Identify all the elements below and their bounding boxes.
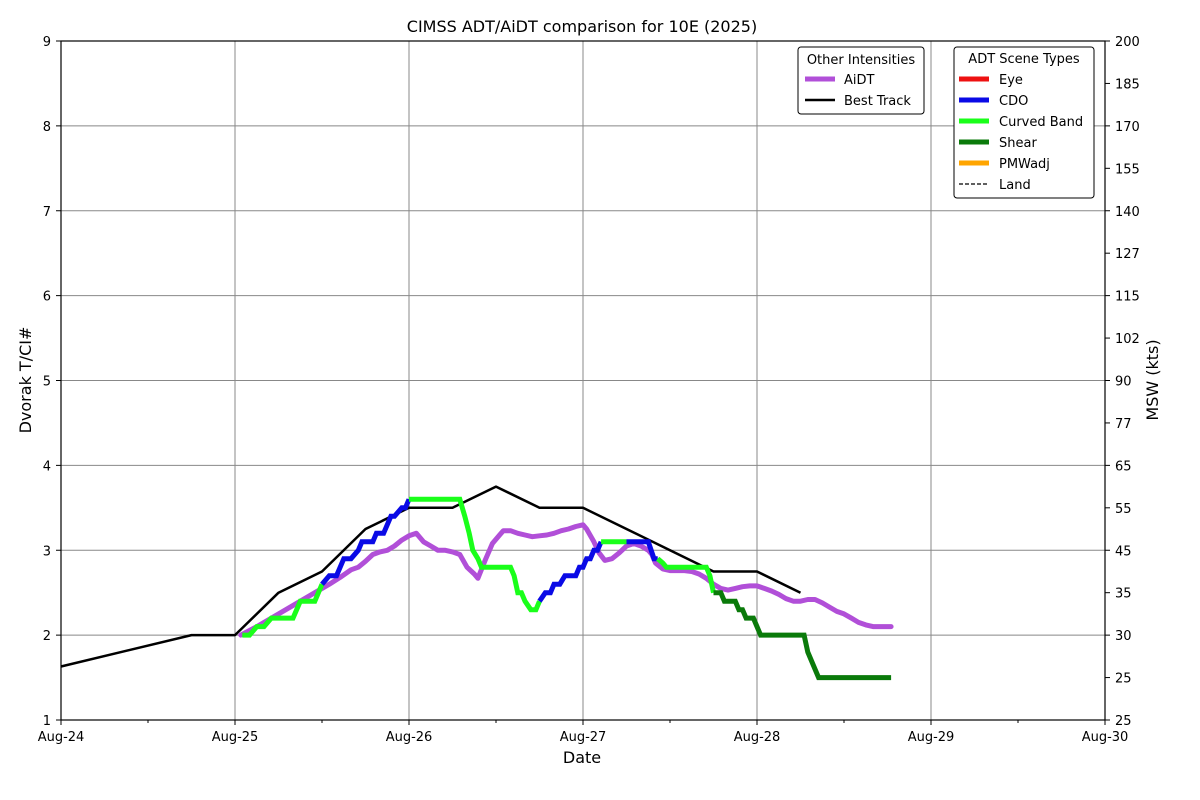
- x-tick-label: Aug-26: [386, 730, 433, 745]
- legend-scene-title: ADT Scene Types: [968, 52, 1080, 67]
- y-right-tick-label: 25: [1115, 714, 1132, 729]
- y-right-tick-label: 127: [1115, 247, 1140, 262]
- legend-other-box: [797, 46, 925, 115]
- y-left-tick-label: 6: [43, 290, 51, 305]
- y-right-tick-label: 155: [1115, 162, 1140, 177]
- y-right-tick-label: 35: [1115, 587, 1132, 602]
- legend-label-land: Land: [999, 178, 1031, 193]
- y-left-tick-label: 3: [43, 544, 51, 559]
- y-left-tick-label: 5: [43, 375, 51, 390]
- y-left-tick-label: 9: [43, 35, 51, 50]
- x-axis-title: Date: [563, 748, 601, 767]
- y-axis-right-title: MSW (kts): [1143, 339, 1162, 420]
- legend-adt-scene-types: ADT Scene Types Eye CDO Curved Band Shea…: [953, 46, 1095, 199]
- y-left-tick-label: 2: [43, 629, 51, 644]
- y-left-tick-label: 8: [43, 120, 51, 135]
- series-segment-adt-cdo: [626, 539, 658, 562]
- x-tick-label: Aug-25: [212, 730, 259, 745]
- y-right-tick-label: 185: [1115, 77, 1140, 92]
- y-right-tick-label: 200: [1115, 35, 1140, 50]
- series-segment-adt-curved-band: [409, 496, 542, 613]
- x-tick-label: Aug-28: [734, 730, 781, 745]
- y-axis-left-title: Dvorak T/CI#: [16, 327, 35, 434]
- y-right-tick-label: 140: [1115, 205, 1140, 220]
- y-right-tick-label: 55: [1115, 502, 1132, 517]
- chart-title: CIMSS ADT/AiDT comparison for 10E (2025): [407, 17, 757, 36]
- series-line-aidt: [238, 522, 894, 638]
- series-segment-adt-shear: [713, 590, 892, 681]
- x-tick-label: Aug-24: [38, 730, 85, 745]
- y-right-tick-label: 25: [1115, 672, 1132, 687]
- y-right-tick-label: 45: [1115, 544, 1132, 559]
- y-left-tick-label: 4: [43, 459, 51, 474]
- series-line-best-track: [60, 485, 802, 668]
- series-segment-adt-curved-band: [242, 583, 325, 638]
- y-right-tick-label: 30: [1115, 629, 1132, 644]
- y-right-tick-label: 77: [1115, 417, 1132, 432]
- y-axis-left-ticks: 1 2 3 4 5 6 7 8 9: [43, 35, 61, 729]
- legend-label-best-track: Best Track: [844, 94, 911, 109]
- legend-label-curved-band: Curved Band: [999, 115, 1083, 130]
- x-tick-label: Aug-27: [560, 730, 607, 745]
- legend-scene-box: [953, 46, 1095, 199]
- x-axis-ticks: Aug-24 Aug-25 Aug-26 Aug-27 Aug-28 Aug-29 Aug-…: [38, 720, 1129, 745]
- y-right-tick-label: 65: [1115, 459, 1132, 474]
- x-tick-label: Aug-29: [908, 730, 955, 745]
- y-left-tick-label: 1: [43, 714, 51, 729]
- legend-other-title: Other Intensities: [807, 53, 916, 68]
- plot-series: [60, 485, 894, 681]
- y-right-tick-label: 115: [1115, 290, 1140, 305]
- y-axis-right-ticks: 25 25 30 35 45 55 65 77 90 102 115 127 140 155 170 185 2…: [1105, 35, 1140, 729]
- series-segment-adt-cdo: [537, 540, 604, 603]
- legend-label-eye: Eye: [999, 73, 1023, 88]
- legend-label-cdo: CDO: [999, 94, 1028, 109]
- y-right-tick-label: 170: [1115, 120, 1140, 135]
- y-right-tick-label: 90: [1115, 375, 1132, 390]
- legend-label-shear: Shear: [999, 136, 1037, 151]
- legend-label-aidt: AiDT: [844, 73, 875, 88]
- y-right-tick-label: 102: [1115, 332, 1140, 347]
- x-tick-label: Aug-30: [1082, 730, 1129, 745]
- series-segment-adt-curved-band: [656, 556, 716, 594]
- y-left-tick-label: 7: [43, 205, 51, 220]
- series-segment-adt-cdo: [320, 498, 412, 586]
- legend-other-intensities: Other Intensities AiDT Best Track: [797, 46, 925, 115]
- legend-label-pmwadj: PMWadj: [999, 157, 1050, 172]
